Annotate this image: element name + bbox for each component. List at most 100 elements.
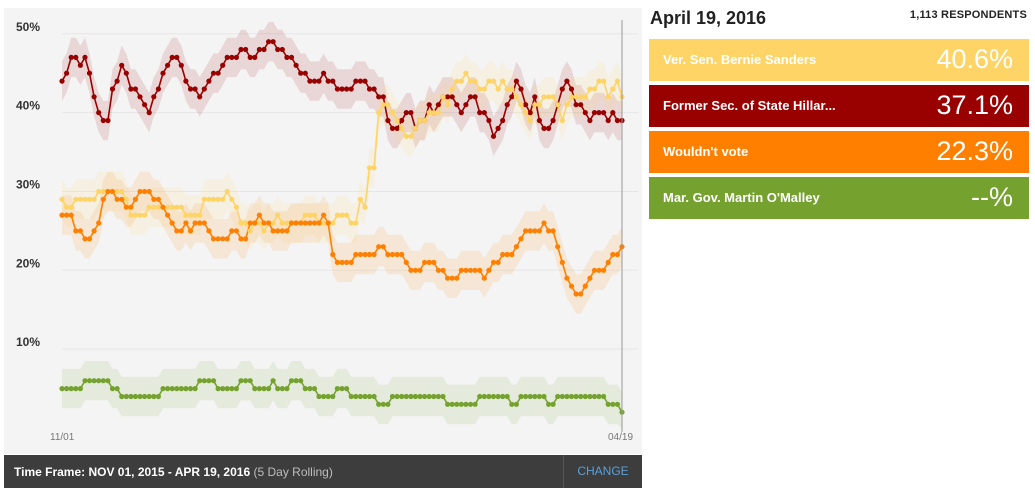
data-point-sanders [279,220,285,226]
data-point-sanders [174,204,180,210]
data-point-omalley [302,386,308,392]
data-point-clinton [238,46,244,53]
data-point-omalley [105,378,111,384]
data-point-clinton [601,110,607,116]
data-point-omalley [490,393,497,400]
data-point-wouldnt_vote [174,228,180,234]
data-point-clinton [546,125,552,131]
data-point-omalley [550,401,556,407]
data-point-clinton [449,94,455,100]
data-point-clinton [330,78,336,84]
data-point-wouldnt_vote [500,251,506,258]
data-point-omalley [541,393,547,400]
data-point-sanders [500,78,506,84]
data-point-wouldnt_vote [426,259,432,265]
data-point-sanders [495,86,501,92]
time-frame-bar: Time Frame: NOV 01, 2015 - APR 19, 2016 … [4,455,642,488]
data-point-sanders [472,78,478,84]
data-point-omalley [601,393,607,400]
data-point-wouldnt_vote [68,212,74,218]
data-point-omalley [426,393,432,400]
data-point-sanders [86,196,93,202]
data-point-wouldnt_vote [422,259,428,265]
data-point-sanders [614,78,621,84]
data-point-omalley [536,393,543,400]
data-point-sanders [59,196,65,202]
data-point-clinton [77,62,83,68]
data-point-sanders [394,117,400,124]
data-point-sanders [371,165,377,171]
data-point-wouldnt_vote [509,251,515,258]
data-point-omalley [564,393,570,400]
data-point-omalley [146,393,152,400]
data-point-wouldnt_vote [59,212,65,218]
data-point-omalley [229,386,235,392]
candidate-row-sanders[interactable]: Ver. Sen. Bernie Sanders 40.6% [649,39,1029,81]
data-point-wouldnt_vote [82,236,88,242]
data-point-clinton [243,46,249,53]
data-point-clinton [279,46,285,53]
data-point-clinton [366,86,373,92]
data-point-sanders [376,110,382,116]
data-point-clinton [362,78,368,84]
data-point-wouldnt_vote [311,220,318,226]
data-point-sanders [169,204,175,210]
data-point-wouldnt_vote [513,244,519,250]
data-point-omalley [495,393,501,400]
data-point-omalley [132,393,138,400]
data-point-sanders [201,196,207,202]
data-point-omalley [500,393,506,400]
data-point-omalley [467,401,474,407]
data-point-sanders [165,204,171,210]
data-point-wouldnt_vote [481,275,487,281]
data-point-omalley [463,401,469,407]
data-point-clinton [210,70,217,76]
data-point-clinton [284,54,290,61]
candidate-row-clinton[interactable]: Former Sec. of State Hillar... 37.1% [649,85,1029,127]
data-point-omalley [243,378,249,384]
poll-line-chart: 10% 20% 30% 40% 50% 11/01 04/19 [16,20,638,443]
data-point-omalley [454,401,460,407]
data-point-omalley [568,393,575,400]
data-point-sanders [353,220,359,226]
data-point-sanders [454,78,460,84]
data-point-sanders [247,228,253,234]
data-point-omalley [77,386,83,392]
data-point-omalley [252,386,258,392]
data-point-clinton [302,70,308,76]
data-point-clinton [298,70,304,76]
data-point-wouldnt_vote [73,228,79,234]
data-point-omalley [366,393,373,400]
data-point-omalley [233,386,239,392]
data-point-sanders [73,196,79,202]
data-point-clinton [73,54,79,61]
data-point-sanders [187,212,194,218]
y-tick-label: 40% [16,99,40,113]
data-point-omalley [389,393,396,400]
data-point-sanders [417,117,423,124]
data-point-sanders [261,228,267,234]
data-point-wouldnt_vote [357,251,363,258]
data-point-wouldnt_vote [100,196,106,202]
data-point-sanders [183,212,189,218]
data-point-wouldnt_vote [256,212,262,218]
data-point-clinton [495,125,501,131]
data-point-sanders [550,94,556,100]
candidate-row-wouldnt-vote[interactable]: Wouldn't vote 22.3% [649,131,1029,173]
data-point-sanders [458,78,464,84]
data-point-sanders [412,125,418,131]
data-point-sanders [119,188,125,195]
data-point-omalley [422,393,428,400]
data-point-wouldnt_vote [403,259,409,265]
data-point-clinton [394,125,400,131]
band-layer [62,21,622,428]
change-time-frame-button[interactable]: CHANGE [577,464,629,478]
data-point-wouldnt_vote [279,228,285,234]
data-point-sanders [142,212,148,218]
data-point-omalley [261,386,267,392]
candidate-row-omalley[interactable]: Mar. Gov. Martin O'Malley --% [649,177,1029,219]
data-point-omalley [197,378,203,384]
data-point-clinton [197,94,203,100]
data-point-sanders [137,212,143,218]
data-point-omalley [137,393,143,400]
